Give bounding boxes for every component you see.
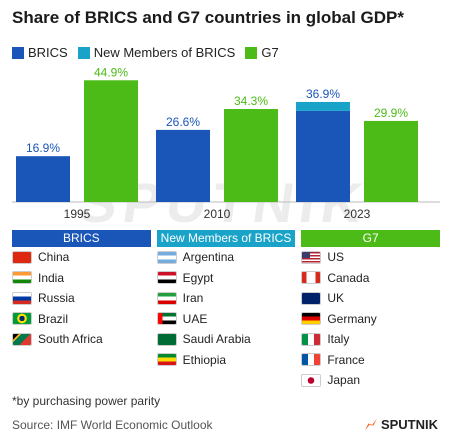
column-header-new-members: New Members of BRICS — [156, 230, 296, 247]
uae-flag-icon — [156, 312, 177, 326]
country-row: UAE — [156, 309, 296, 330]
country-row: Argentina — [156, 247, 296, 268]
russia-flag-icon — [12, 291, 32, 305]
bar-brics-1995 — [16, 156, 70, 202]
country-name: Egypt — [182, 270, 214, 285]
data-label-g7-2010: 34.3% — [234, 94, 268, 108]
country-row: India — [12, 268, 151, 289]
column-brics: BRICS China India Russia Brazil South Africa — [12, 230, 151, 391]
column-header-g7: G7 — [301, 230, 441, 247]
legend-label-g7: G7 — [261, 45, 279, 60]
brand-name: SPUTNIK — [380, 417, 438, 432]
bar-g7-2010 — [224, 109, 278, 202]
bar-brics-2023 — [296, 110, 350, 202]
country-row: South Africa — [12, 329, 151, 350]
data-label-g7-2023: 29.9% — [374, 106, 408, 120]
legend-swatch-brics — [12, 46, 24, 59]
country-row: Brazil — [12, 309, 151, 330]
country-name: Italy — [327, 332, 350, 347]
country-row: Iran — [156, 288, 296, 309]
legend-label-new-members: New Members of BRICS — [93, 45, 236, 60]
legend-item-g7: G7 — [245, 45, 279, 60]
data-label-brics-2023: 36.9% — [306, 87, 340, 101]
iran-flag-icon — [156, 291, 177, 305]
country-name: India — [38, 270, 65, 285]
country-row: Japan — [301, 370, 440, 391]
country-name: UK — [327, 291, 345, 306]
us-flag-icon — [301, 250, 322, 264]
brand-logo: SPUTNIK — [364, 417, 438, 432]
egypt-flag-icon — [156, 271, 177, 285]
country-row: UK — [301, 288, 440, 309]
country-name: South Africa — [38, 332, 103, 347]
x-tick-label-2023: 2023 — [344, 207, 371, 221]
country-row: Russia — [12, 288, 151, 309]
legend-item-brics: BRICS — [12, 45, 68, 60]
column-header-brics: BRICS — [12, 230, 151, 247]
country-name: Canada — [327, 270, 370, 285]
china-flag-icon — [12, 250, 32, 264]
south-africa-flag-icon — [12, 332, 32, 346]
country-name: China — [38, 250, 70, 265]
france-flag-icon — [301, 353, 322, 367]
country-name: France — [327, 352, 365, 367]
data-label-g7-1995: 44.9% — [94, 65, 128, 79]
country-row: Ethiopia — [156, 350, 296, 371]
country-name: Russia — [38, 291, 75, 306]
country-list-brics: China India Russia Brazil South Africa — [12, 247, 151, 350]
country-name: Argentina — [182, 250, 235, 265]
country-list-g7: US Canada UK Germany Italy France Japan — [301, 247, 440, 391]
country-name: Ethiopia — [182, 352, 227, 367]
country-name: Germany — [327, 311, 377, 326]
chart-title: Share of BRICS and G7 countries in globa… — [12, 8, 405, 27]
data-label-brics-1995: 16.9% — [26, 141, 60, 155]
legend-swatch-new-members — [77, 46, 90, 59]
column-g7: G7 US Canada UK Germany Italy France Japan — [301, 230, 441, 391]
country-row: Germany — [301, 309, 440, 330]
bar-brics-2010 — [156, 129, 210, 202]
brazil-flag-icon — [12, 312, 32, 326]
country-row: France — [301, 350, 440, 371]
country-row: Italy — [301, 329, 440, 350]
country-row: China — [12, 247, 151, 268]
legend-swatch-g7 — [245, 46, 258, 59]
italy-flag-icon — [301, 332, 322, 346]
country-list-new-members: Argentina Egypt Iran UAE Saudi Arabia Ethiopi… — [156, 247, 296, 371]
country-name: Japan — [327, 373, 361, 388]
canada-flag-icon — [301, 271, 322, 285]
x-tick-label-1995: 1995 — [64, 207, 91, 221]
saudi-arabia-flag-icon — [156, 332, 177, 346]
legend-label-brics: BRICS — [28, 45, 68, 60]
country-row: Saudi Arabia — [156, 329, 296, 350]
data-label-brics-2010: 26.6% — [166, 115, 200, 129]
ethiopia-flag-icon — [156, 353, 177, 367]
bar-g7-2023 — [364, 120, 418, 202]
bar-chart: 16.9% 44.9% 1995 26.6% 34.3% 2010 36.9% 29.9% 20… — [12, 65, 440, 221]
country-name: UAE — [182, 311, 208, 326]
country-name: Saudi Arabia — [182, 332, 251, 347]
x-tick-label-2010: 2010 — [204, 207, 231, 221]
country-columns: BRICS China India Russia Brazil South Africa… — [12, 230, 441, 391]
india-flag-icon — [12, 271, 32, 285]
sputnik-logo-icon — [364, 418, 377, 431]
bar-g7-1995 — [84, 80, 138, 202]
argentina-flag-icon — [156, 250, 177, 264]
country-row: US — [301, 247, 440, 268]
japan-flag-icon — [301, 373, 322, 387]
bar-new-members-2023 — [296, 101, 350, 111]
uk-flag-icon — [301, 291, 322, 305]
source-text: Source: IMF World Economic Outlook — [12, 418, 213, 432]
chart-legend: BRICS New Members of BRICS G7 — [12, 45, 279, 60]
country-name: US — [327, 250, 345, 265]
country-name: Iran — [182, 291, 204, 306]
country-name: Brazil — [38, 311, 69, 326]
country-row: Egypt — [156, 268, 296, 289]
column-new-members: New Members of BRICS Argentina Egypt Iran U… — [156, 230, 296, 391]
germany-flag-icon — [301, 312, 322, 326]
country-row: Canada — [301, 268, 440, 289]
footnote: *by purchasing power parity — [12, 394, 161, 408]
legend-item-new-members: New Members of BRICS — [77, 45, 236, 60]
